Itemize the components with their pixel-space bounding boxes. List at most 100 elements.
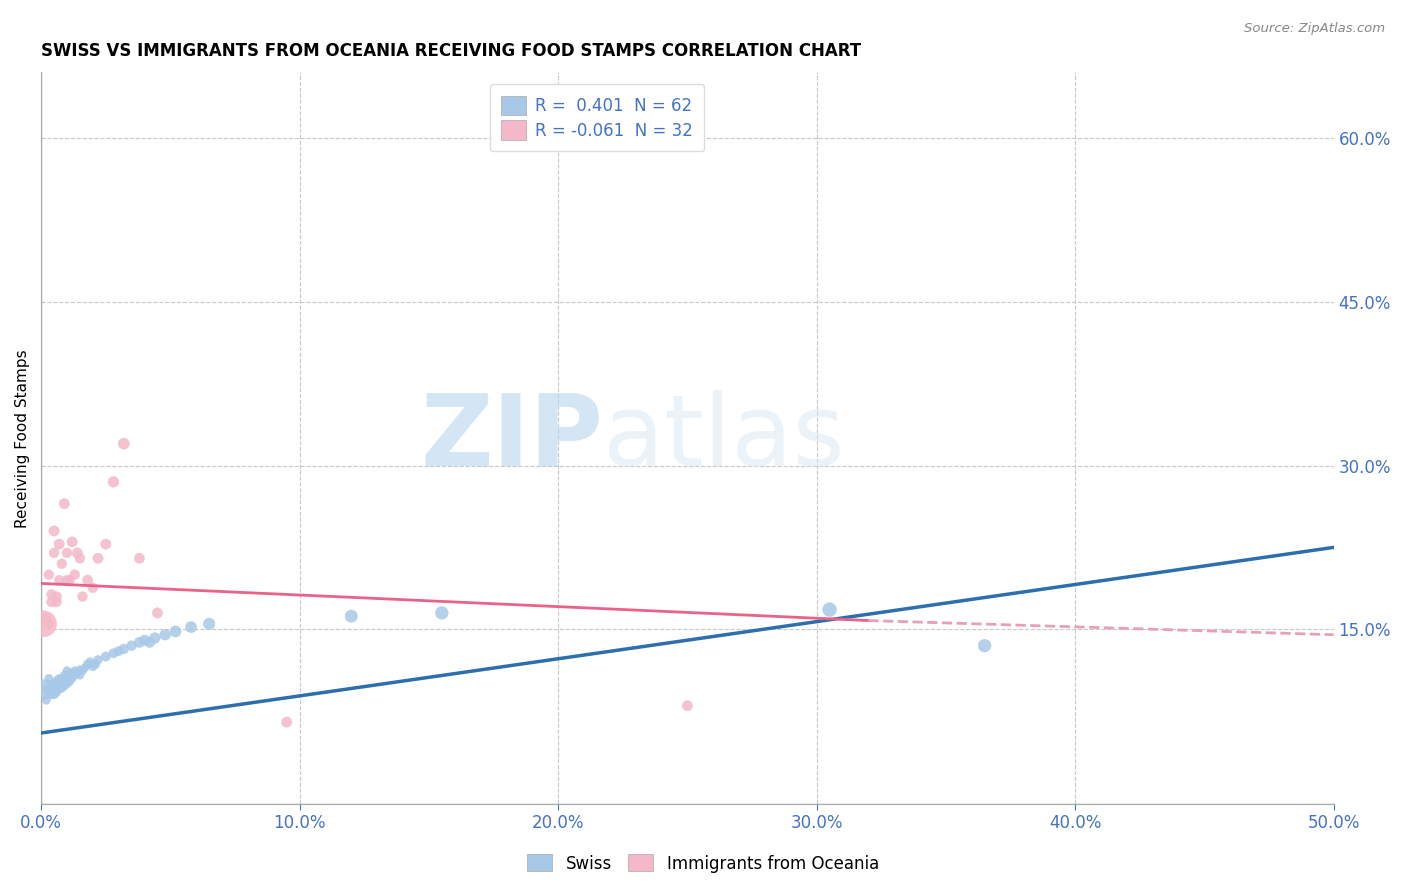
Point [60,535,83,549]
Point [35,693,58,707]
Point [32,682,55,697]
Point [45,595,67,609]
Point [56,668,79,682]
Text: Source: ZipAtlas.com: Source: ZipAtlas.com [1244,22,1385,36]
Point [38,688,60,702]
Point [112,642,135,657]
Point [76,657,98,672]
Legend: Swiss, Immigrants from Oceania: Swiss, Immigrants from Oceania [520,847,886,880]
Point [42,679,65,693]
Point [58,670,80,684]
Point [51,557,73,571]
Point [430,606,453,620]
Point [56,546,79,560]
Point [56,677,79,691]
Point [48,537,70,551]
Point [56,673,79,687]
Point [82,581,104,595]
Point [60,672,83,686]
Point [41,688,63,702]
Point [41,587,63,601]
Point [45,685,67,699]
Point [41,682,63,697]
Point [56,664,79,678]
Point [69,551,91,566]
Point [42,688,65,702]
Point [103,646,125,660]
Point [42,677,65,691]
Point [87,551,110,566]
Point [32,616,55,631]
Point [56,573,79,587]
Point [45,679,67,693]
Point [58,674,80,689]
Point [51,677,73,691]
Point [112,436,135,450]
Point [63,567,86,582]
Point [60,665,83,680]
Point [42,546,65,560]
Point [48,677,70,691]
Point [53,668,76,682]
Point [69,663,91,677]
Point [973,639,995,653]
Point [153,628,176,642]
Point [48,672,70,686]
Point [51,672,73,686]
Legend: R =  0.401  N = 62, R = -0.061  N = 32: R = 0.401 N = 62, R = -0.061 N = 32 [489,85,704,152]
Point [138,635,160,649]
Point [45,673,67,688]
Point [676,698,699,713]
Point [165,624,187,639]
Point [53,674,76,689]
Point [66,546,89,560]
Point [35,682,58,697]
Point [73,660,96,674]
Point [94,537,117,551]
Point [128,551,150,566]
Point [41,677,63,691]
Point [63,668,86,682]
Point [51,681,73,696]
Point [128,635,150,649]
Point [48,682,70,697]
Text: SWISS VS IMMIGRANTS FROM OCEANIA RECEIVING FOOD STAMPS CORRELATION CHART: SWISS VS IMMIGRANTS FROM OCEANIA RECEIVI… [41,42,862,60]
Point [134,633,156,648]
Point [53,679,76,693]
Point [84,657,107,672]
Point [45,590,67,604]
Point [146,606,169,620]
Point [35,611,58,625]
Point [66,665,89,680]
Point [38,616,60,631]
Point [72,664,94,678]
Point [107,644,129,658]
Point [53,497,76,511]
Point [82,659,104,673]
Point [818,602,841,616]
Point [76,573,98,587]
Point [58,573,80,587]
Point [38,567,60,582]
Point [180,620,202,634]
Point [72,590,94,604]
Point [63,664,86,678]
Text: atlas: atlas [603,390,845,487]
Point [79,655,101,669]
Point [41,595,63,609]
Point [276,715,298,730]
Point [38,682,60,697]
Point [94,649,117,664]
Point [42,682,65,697]
Point [87,653,110,667]
Point [121,639,143,653]
Text: ZIP: ZIP [420,390,603,487]
Point [103,475,125,489]
Y-axis label: Receiving Food Stamps: Receiving Food Stamps [15,349,30,527]
Point [340,609,363,624]
Point [198,616,221,631]
Point [48,573,70,587]
Point [42,524,65,538]
Point [143,631,166,645]
Point [69,668,91,682]
